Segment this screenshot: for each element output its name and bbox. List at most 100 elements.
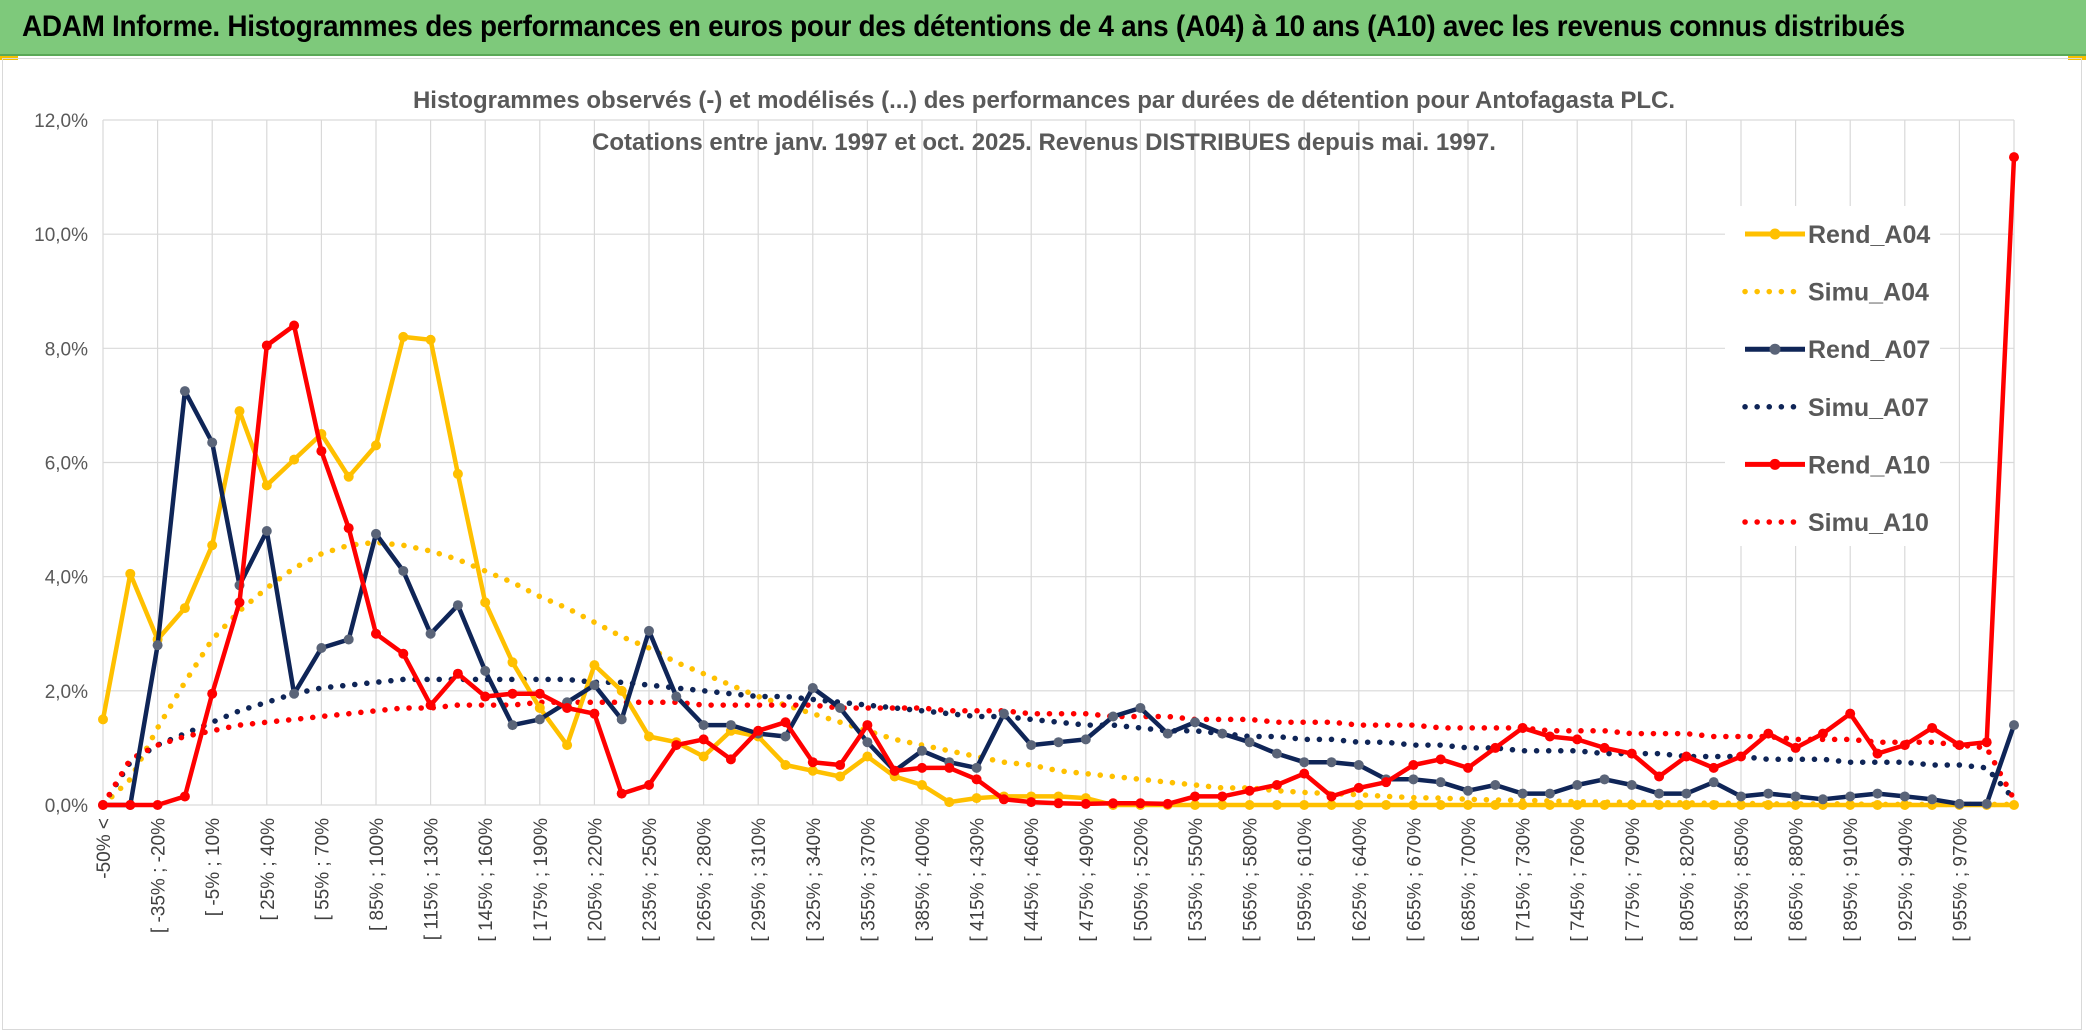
data-point-rend_a07 (1408, 774, 1419, 785)
x-tick-label: [ 355% ; 370% (858, 818, 879, 942)
data-point-rend_a04 (125, 568, 136, 579)
data-point-rend_a04 (1271, 800, 1282, 810)
data-point-rend_a07 (480, 665, 491, 676)
data-point-rend_a04 (507, 657, 518, 668)
data-point-rend_a07 (1053, 737, 1064, 748)
data-point-rend_a07 (1353, 760, 1364, 771)
data-point-rend_a10 (1654, 771, 1665, 782)
data-point-rend_a10 (944, 762, 955, 773)
data-point-rend_a04 (2009, 800, 2019, 810)
data-point-rend_a04 (862, 751, 873, 762)
data-point-rend_a07 (1817, 794, 1828, 805)
x-tick-label: [ 655% ; 670% (1404, 818, 1425, 942)
data-point-rend_a07 (452, 600, 463, 611)
data-point-rend_a10 (234, 597, 245, 608)
data-point-rend_a10 (316, 446, 327, 457)
data-point-rend_a10 (1681, 751, 1692, 762)
data-point-rend_a04 (425, 334, 436, 345)
data-point-rend_a10 (289, 320, 300, 331)
title-banner: ADAM Informe. Histogrammes des performan… (0, 0, 2086, 56)
data-point-rend_a04 (1708, 800, 1719, 810)
data-point-rend_a04 (917, 780, 927, 791)
data-point-rend_a07 (534, 714, 545, 725)
data-point-rend_a10 (371, 628, 381, 639)
data-point-rend_a10 (261, 340, 272, 351)
data-point-rend_a10 (1217, 791, 1228, 802)
data-point-rend_a04 (398, 331, 409, 342)
data-point-rend_a07 (1927, 794, 1938, 805)
x-tick-label: [ 85% ; 100% (367, 818, 388, 931)
x-tick-label: [ 145% ; 160% (476, 818, 497, 942)
data-point-rend_a04 (1872, 800, 1883, 810)
legend-marker (1769, 343, 1781, 355)
x-tick-label: [ 835% ; 850% (1732, 818, 1753, 942)
data-point-rend_a04 (1654, 800, 1665, 810)
data-point-rend_a04 (1899, 800, 1910, 810)
x-tick-label: [ 685% ; 700% (1459, 818, 1480, 942)
data-point-rend_a10 (98, 800, 108, 810)
series-line-simu_a10 (100, 699, 2017, 808)
x-tick-label: [ 775% ; 790% (1623, 818, 1644, 942)
x-tick-label: [ 55% ; 70% (312, 818, 333, 921)
data-point-rend_a10 (1408, 760, 1419, 771)
data-point-rend_a10 (1381, 777, 1392, 788)
data-point-rend_a07 (1899, 791, 1910, 802)
data-point-rend_a10 (1790, 742, 1801, 753)
data-point-rend_a07 (1654, 788, 1665, 799)
x-tick-label: [ 235% ; 250% (640, 818, 661, 942)
x-tick-label: [ 895% ; 910% (1841, 818, 1862, 942)
data-point-rend_a10 (698, 734, 709, 745)
data-point-rend_a10 (1490, 742, 1501, 753)
y-tick-label: 0,0% (45, 796, 88, 817)
data-point-rend_a04 (261, 480, 272, 491)
data-point-rend_a10 (1572, 734, 1583, 745)
x-tick-label: [ 415% ; 430% (968, 818, 989, 942)
x-tick-label: [ 25% ; 40% (258, 818, 279, 921)
data-point-rend_a10 (1162, 798, 1173, 809)
data-point-rend_a07 (1736, 791, 1746, 802)
data-point-rend_a07 (1708, 777, 1719, 788)
data-point-rend_a04 (98, 714, 108, 725)
legend-label: Simu_A04 (1808, 279, 1929, 307)
data-point-rend_a07 (343, 634, 354, 645)
data-point-rend_a10 (534, 688, 545, 699)
data-point-rend_a04 (971, 793, 982, 804)
data-point-rend_a10 (1599, 742, 1610, 753)
data-point-rend_a10 (1981, 737, 1992, 748)
data-point-rend_a10 (1872, 748, 1883, 759)
series-line-simu_a07 (100, 676, 2017, 808)
data-point-rend_a10 (644, 780, 654, 791)
data-point-rend_a04 (1463, 800, 1473, 810)
data-point-rend_a04 (1763, 800, 1774, 810)
data-point-rend_a04 (944, 797, 955, 808)
y-tick-label: 2,0% (45, 682, 88, 703)
data-point-rend_a10 (971, 774, 982, 785)
data-point-rend_a07 (807, 682, 818, 693)
data-point-rend_a07 (698, 720, 709, 731)
data-point-rend_a04 (1190, 800, 1200, 810)
data-point-rend_a07 (1217, 728, 1228, 739)
legend: Rend_A04 Simu_A04 Rend_A07 Simu_A07 Rend_A10… (1725, 206, 1940, 546)
data-point-rend_a04 (835, 771, 846, 782)
legend-label: Rend_A04 (1808, 221, 1930, 249)
x-tick-label: [ 565% ; 580% (1241, 818, 1262, 942)
x-tick-label: [ -5% ; 10% (203, 818, 224, 916)
legend-marker (1769, 458, 1781, 470)
data-point-rend_a10 (1299, 768, 1310, 779)
data-point-rend_a07 (1326, 757, 1337, 768)
data-point-rend_a07 (725, 720, 736, 731)
data-point-rend_a04 (1626, 800, 1637, 810)
data-point-rend_a07 (2009, 720, 2019, 731)
x-tick-label: [ 265% ; 280% (695, 818, 716, 942)
data-point-rend_a04 (343, 471, 354, 482)
data-point-rend_a10 (1026, 797, 1037, 808)
x-tick-label: -50% < (94, 818, 115, 879)
data-point-rend_a07 (1790, 791, 1801, 802)
data-point-rend_a04 (207, 540, 218, 551)
x-tick-label: [ 445% ; 460% (1022, 818, 1043, 942)
data-point-rend_a10 (480, 691, 491, 702)
data-point-rend_a07 (1244, 737, 1255, 748)
data-point-rend_a10 (507, 688, 518, 699)
data-point-rend_a07 (1135, 702, 1146, 713)
data-point-rend_a04 (589, 660, 600, 671)
